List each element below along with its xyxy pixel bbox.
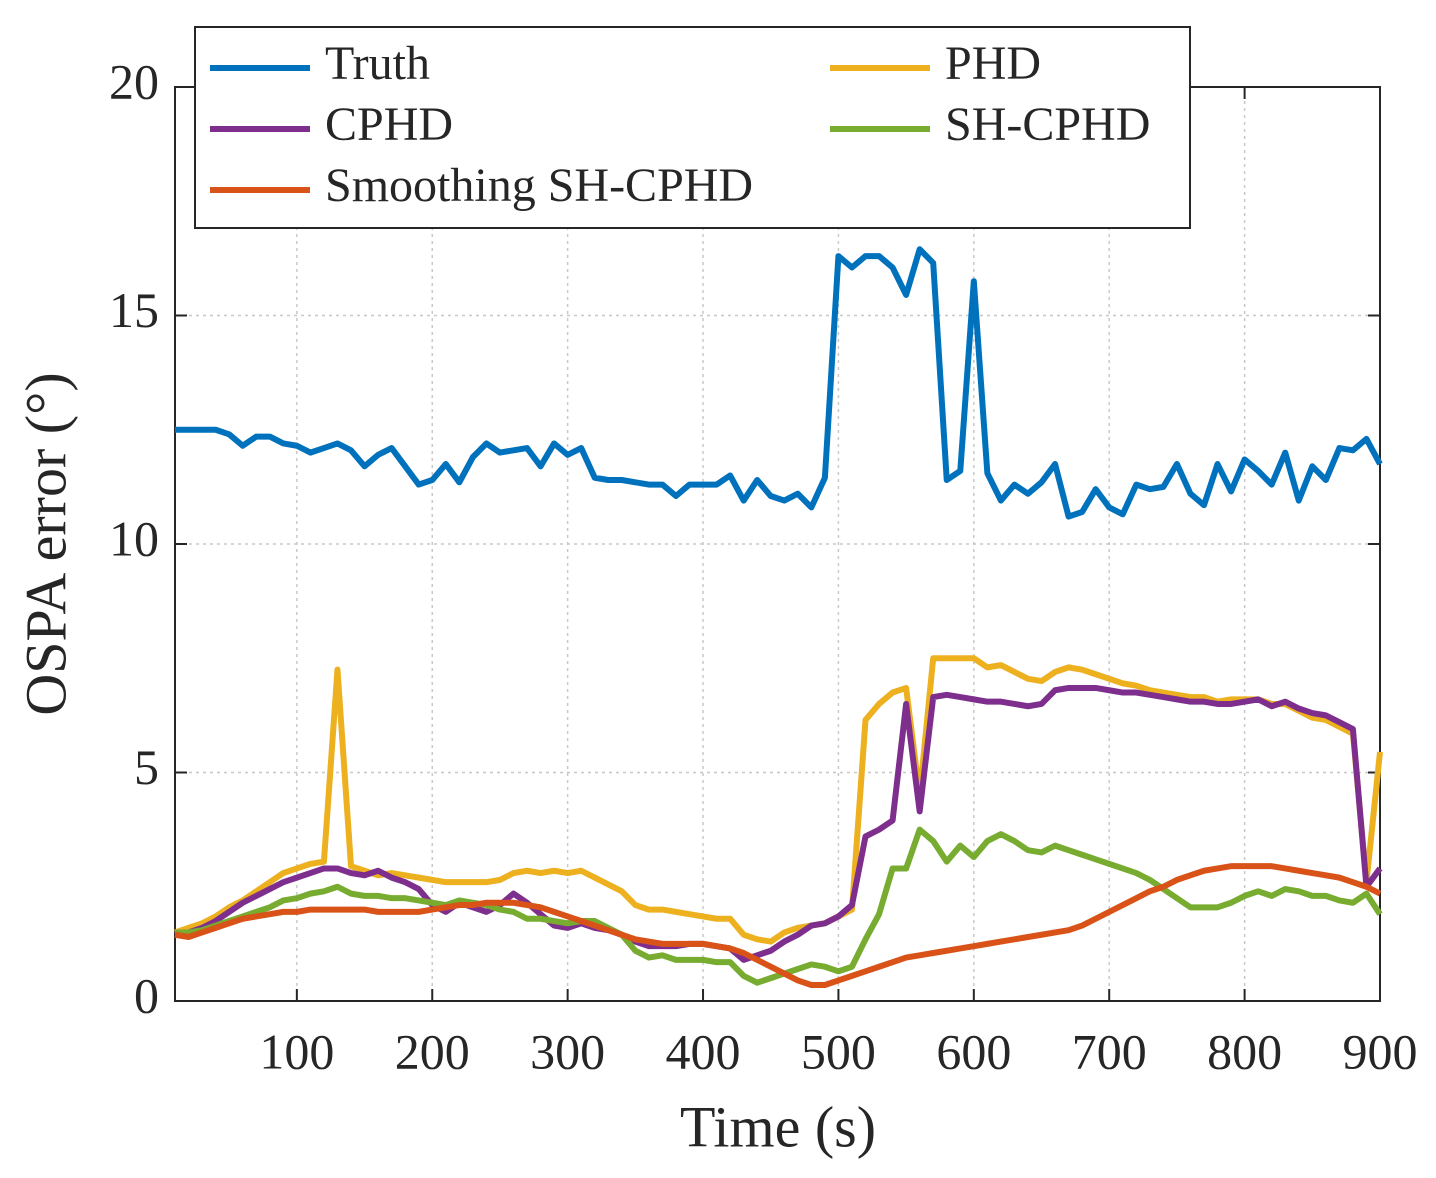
line (175, 826, 1383, 986)
x-tick-label: 600 (936, 1023, 1011, 1079)
x-tick-label: 100 (259, 1023, 334, 1079)
y-tick-label: 10 (109, 510, 159, 566)
legend-label: CPHD (325, 98, 453, 151)
y-tick-label: 5 (134, 739, 159, 795)
x-tick-label: 900 (1343, 1023, 1418, 1079)
legend-label: SH-CPHD (945, 98, 1150, 151)
line (174, 863, 1382, 989)
legend-label: PHD (945, 37, 1041, 90)
x-tick-label: 300 (530, 1023, 605, 1079)
x-tick-label: 200 (395, 1023, 470, 1079)
line (175, 246, 1383, 520)
x-tick-label: 800 (1207, 1023, 1282, 1079)
y-tick-label: 0 (134, 967, 159, 1023)
y-axis-label: OSPA error (°) (13, 372, 78, 715)
x-axis-label: Time (s) (680, 1094, 876, 1159)
x-tick-label: 500 (801, 1023, 876, 1079)
legend-label: Truth (325, 37, 430, 90)
y-tick-label: 15 (109, 282, 159, 338)
legend-box (194, 26, 1191, 229)
x-tick-label: 700 (1072, 1023, 1147, 1079)
y-tick-label: 20 (109, 53, 159, 109)
x-tick-label: 400 (666, 1023, 741, 1079)
legend-label: Smoothing SH-CPHD (325, 159, 753, 212)
line (174, 684, 1383, 963)
